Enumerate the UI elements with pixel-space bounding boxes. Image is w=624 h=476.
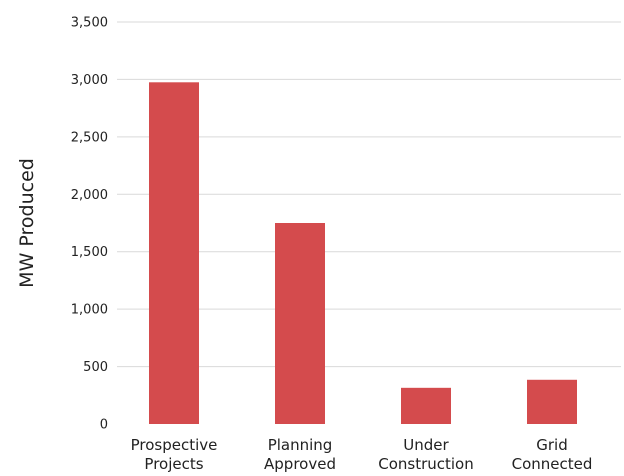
y-tick-label: 500 bbox=[83, 360, 108, 375]
x-category-label-line: Construction bbox=[378, 455, 474, 473]
y-tick-label: 2,000 bbox=[71, 188, 108, 203]
x-category-label-line: Under bbox=[403, 436, 449, 454]
y-tick-label: 0 bbox=[100, 418, 108, 433]
bar bbox=[401, 387, 451, 424]
y-tick-label: 2,500 bbox=[71, 130, 108, 145]
bars bbox=[149, 82, 577, 425]
x-axis-category-labels: Prospective Projects Planning Approved Under… bbox=[131, 436, 593, 473]
x-category-label: Prospective Projects bbox=[131, 436, 218, 473]
x-category-label-line: Approved bbox=[264, 455, 336, 473]
x-category-label-line: Connected bbox=[512, 455, 593, 473]
bar bbox=[527, 379, 577, 424]
gridlines bbox=[117, 21, 621, 368]
x-category-label-line: Planning bbox=[268, 436, 333, 454]
y-axis-title: MW Produced bbox=[16, 158, 38, 288]
y-axis-tick-labels: 0 500 1,000 1,500 2,000 2,500 3,000 3,500 bbox=[71, 16, 108, 433]
x-category-label: Planning Approved bbox=[264, 436, 336, 473]
y-tick-label: 3,500 bbox=[71, 16, 108, 31]
bar bbox=[275, 223, 325, 424]
x-category-label: Grid Connected bbox=[512, 436, 593, 473]
y-tick-label: 1,500 bbox=[71, 245, 108, 260]
bar bbox=[149, 82, 199, 425]
y-tick-label: 3,000 bbox=[71, 73, 108, 88]
x-category-label-line: Prospective bbox=[131, 436, 218, 454]
x-category-label-line: Projects bbox=[144, 455, 203, 473]
x-category-label: Under Construction bbox=[378, 436, 474, 473]
x-category-label-line: Grid bbox=[536, 436, 567, 454]
y-tick-label: 1,000 bbox=[71, 303, 108, 318]
